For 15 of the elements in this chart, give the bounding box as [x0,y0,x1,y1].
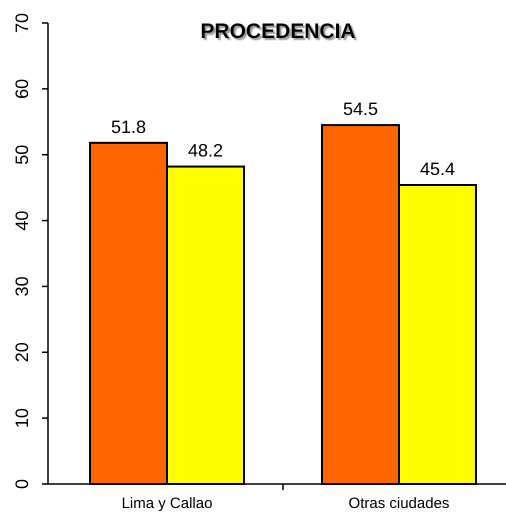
y-tick-label: 30 [12,276,32,296]
chart-title: PROCEDENCIA [200,20,356,43]
y-tick-label: 20 [12,342,32,362]
data-label: 45.4 [420,159,456,180]
x-tick-label: Lima y Callao [122,495,212,512]
y-tick-label: 40 [12,210,32,231]
y-tick-label: 60 [12,78,32,99]
y-tick-label: 70 [12,12,32,34]
y-tick-label: 10 [12,408,32,428]
data-label: 51.8 [110,116,146,137]
x-tick-label: Otras ciudades [348,495,450,512]
data-label: 54.5 [342,99,378,120]
y-tick-label: 50 [12,144,32,165]
data-label: 48.2 [188,140,224,161]
y-tick-label: 0 [12,478,32,490]
